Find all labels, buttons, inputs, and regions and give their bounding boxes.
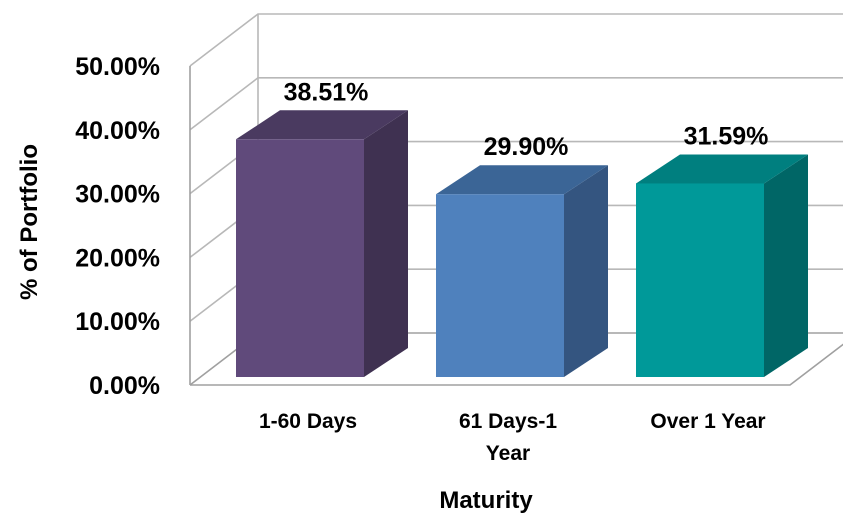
bar-front (236, 139, 364, 377)
y-tick-label: 40.00% (75, 117, 160, 145)
y-tick-label: 50.00% (75, 53, 160, 81)
bar-top (436, 165, 608, 195)
gridline (189, 13, 843, 67)
bar-top (236, 110, 408, 140)
bar (436, 165, 608, 377)
x-tick-label: 1-60 Days (259, 410, 357, 433)
y-axis-ticks: 0.00% 10.00% 20.00% 30.00% 40.00% 50.00% (75, 53, 160, 400)
y-tick-label: 0.00% (89, 372, 160, 400)
gridlines (189, 13, 843, 386)
floor-edge (190, 343, 843, 386)
data-label: 38.51% (284, 78, 369, 106)
bar (636, 154, 808, 377)
bar (236, 110, 408, 377)
bars (236, 110, 808, 377)
data-label: 31.59% (684, 122, 769, 150)
y-axis-title: % of Portfolio (16, 144, 43, 300)
data-labels: 38.51% 29.90% 31.59% (284, 78, 769, 161)
x-tick-label: Over 1 Year (650, 410, 765, 433)
y-tick-label: 20.00% (75, 244, 160, 272)
bar-front (636, 183, 764, 377)
y-tick-label: 10.00% (75, 308, 160, 336)
bar-top (636, 154, 808, 184)
bar-front (436, 194, 564, 377)
x-axis-title: Maturity (439, 487, 533, 514)
bar-side (564, 165, 608, 377)
data-label: 29.90% (484, 133, 569, 161)
bar-side (364, 110, 408, 377)
bar-side (764, 154, 808, 377)
x-tick-label: 61 Days-1 Year (459, 410, 557, 465)
y-tick-label: 30.00% (75, 181, 160, 209)
x-axis-categories: 1-60 Days 61 Days-1 Year Over 1 Year (259, 410, 766, 465)
